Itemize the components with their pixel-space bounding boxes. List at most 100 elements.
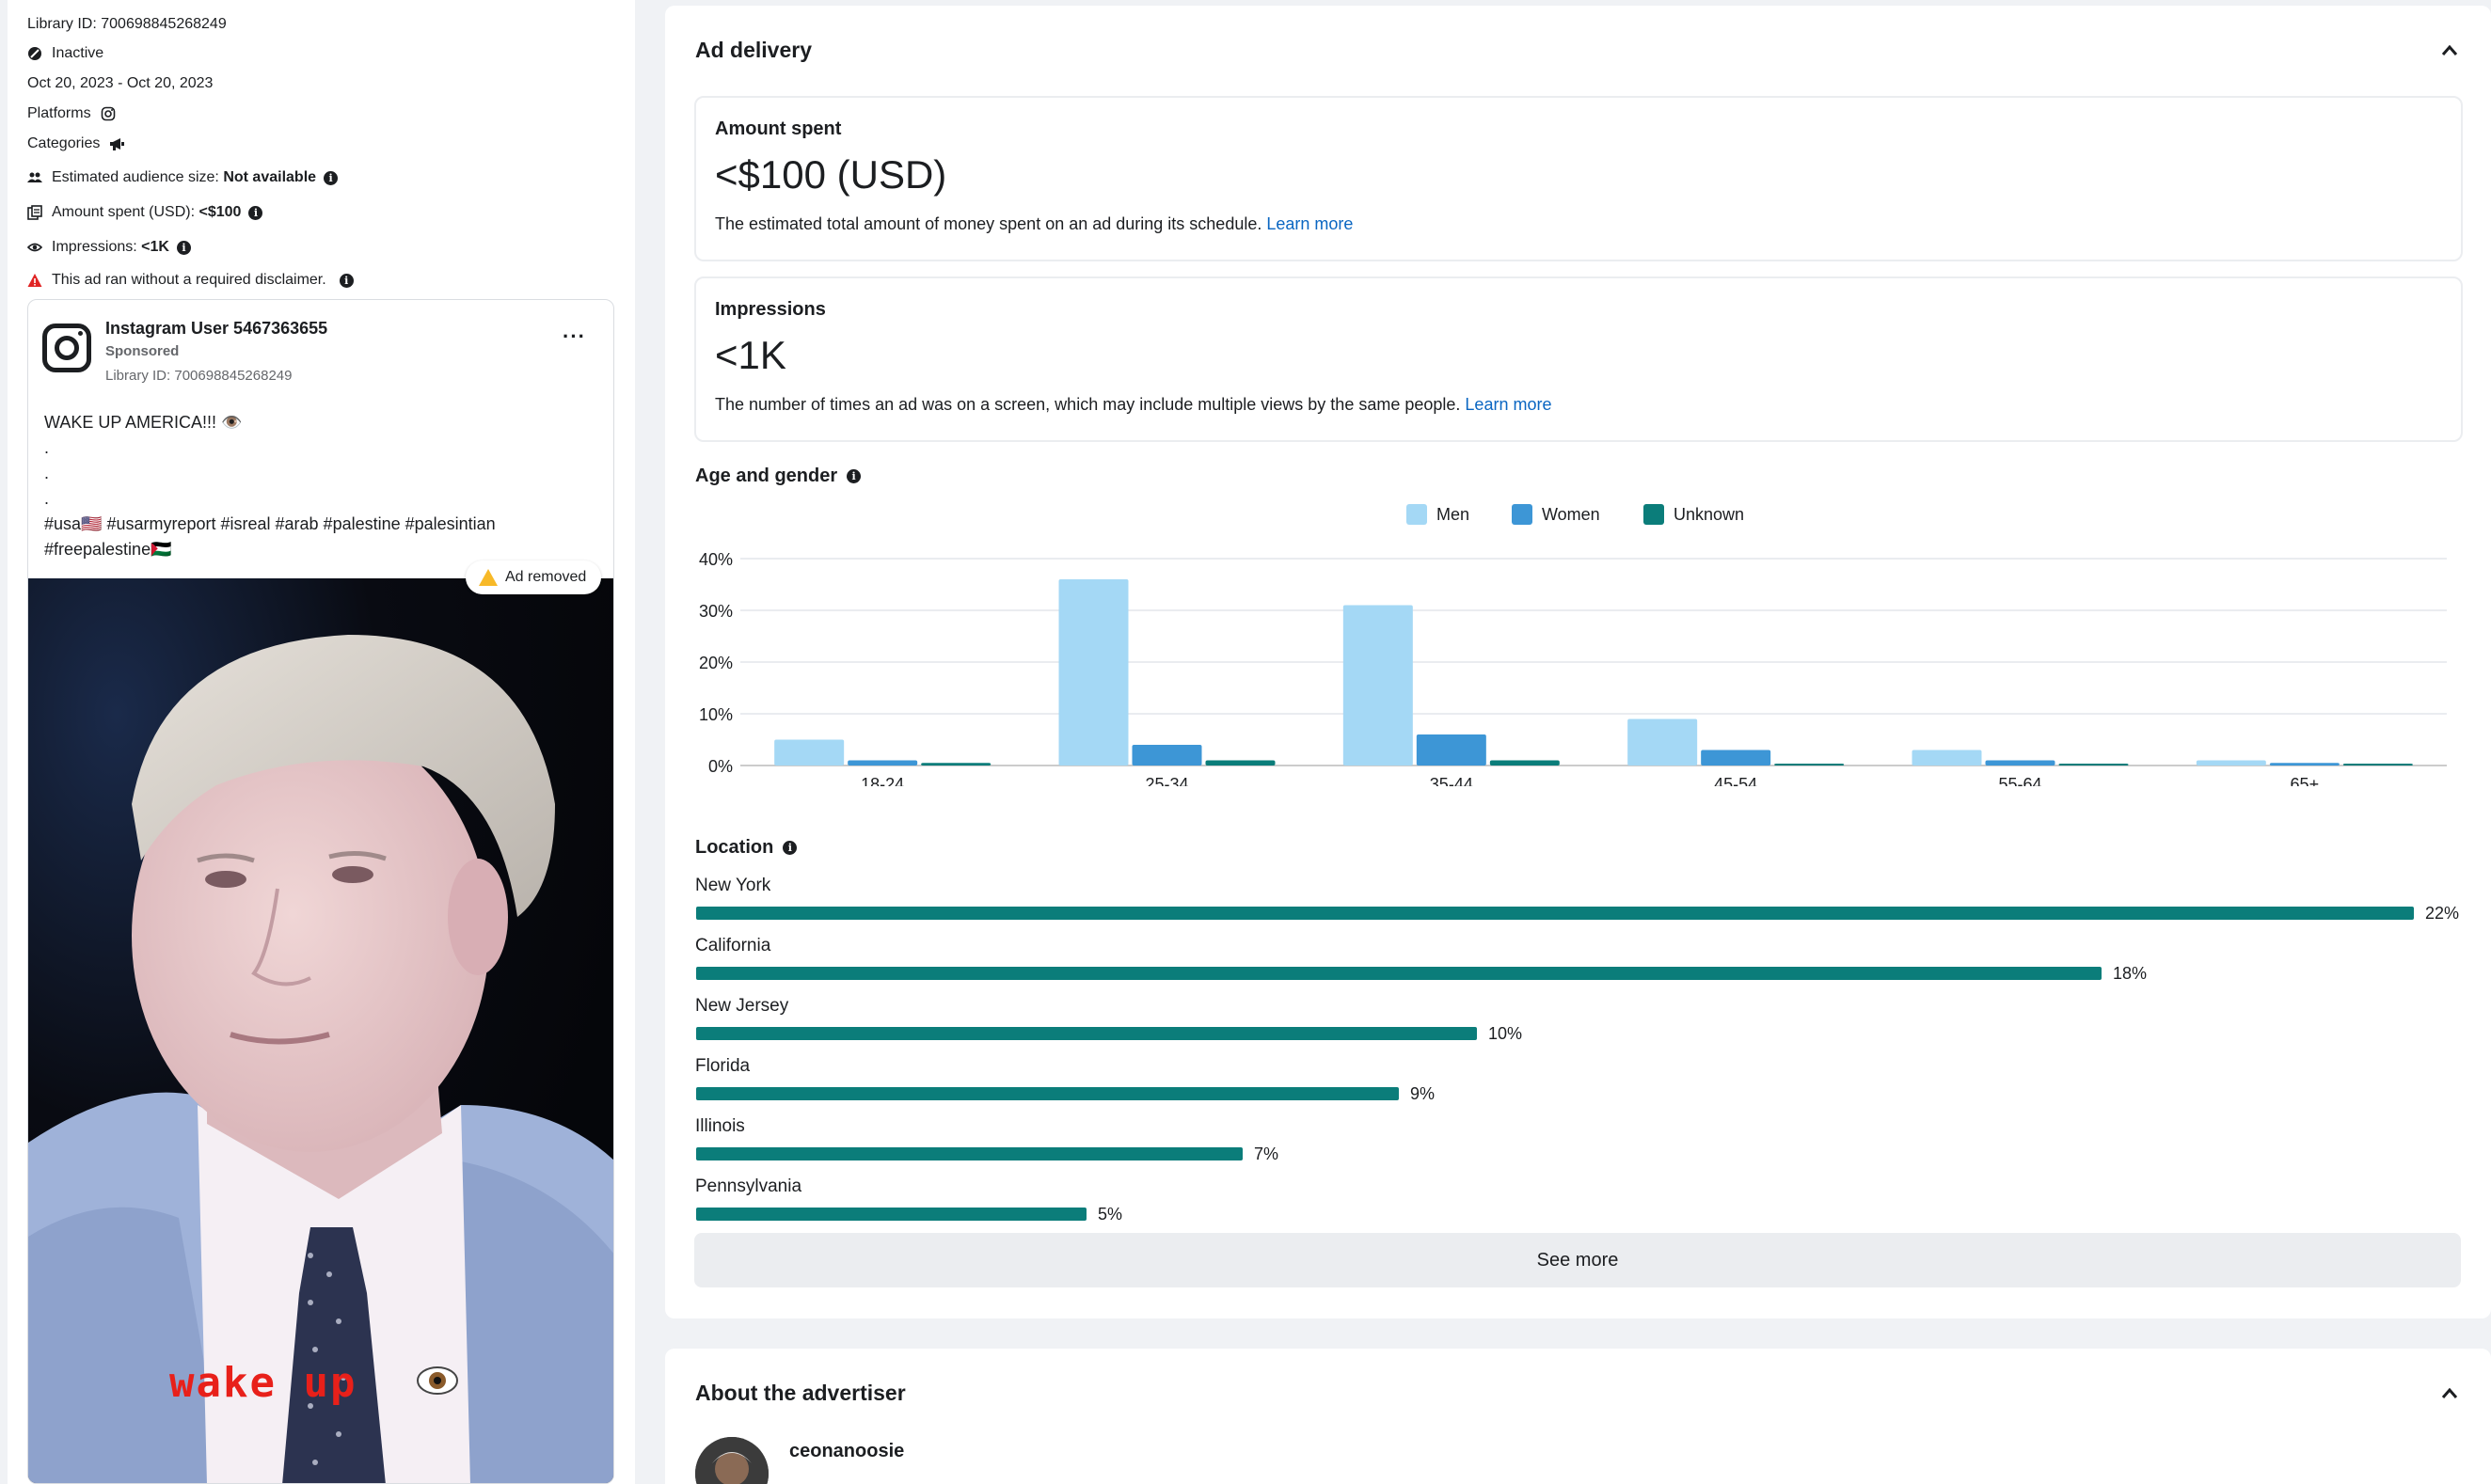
- bar-men-35-44[interactable]: [1342, 605, 1413, 766]
- impressions-row: Impressions: <1K i: [26, 239, 191, 256]
- y-tick-label: 10%: [699, 705, 733, 724]
- location-heading: Location i: [695, 837, 798, 859]
- warning-icon: [479, 569, 498, 586]
- amount-value: <$100: [198, 204, 242, 220]
- info-icon[interactable]: i: [324, 170, 339, 185]
- legend-women[interactable]: Women: [1512, 504, 1600, 525]
- legend-label: Women: [1542, 504, 1600, 524]
- eye-emoji-icon: [416, 1366, 459, 1396]
- bar-unknown-45-54[interactable]: [1774, 764, 1845, 766]
- amount-row: Amount spent (USD): <$100 i: [27, 204, 263, 221]
- location-title: Location: [695, 837, 774, 858]
- status-row: Inactive: [27, 45, 103, 62]
- legend-swatch: [1406, 504, 1427, 525]
- location-bar: [696, 1208, 1087, 1221]
- bar-women-65+[interactable]: [2269, 763, 2340, 766]
- legend-label: Men: [1436, 504, 1470, 524]
- bar-women-18-24[interactable]: [848, 760, 918, 766]
- bar-men-45-54[interactable]: [1627, 718, 1698, 766]
- bar-women-45-54[interactable]: [1701, 750, 1771, 766]
- chevron-up-icon[interactable]: [2440, 1384, 2459, 1403]
- disclaimer-text: This ad ran without a required disclaime…: [52, 272, 326, 288]
- advertiser-name[interactable]: ceonanoosie: [789, 1441, 905, 1461]
- info-icon[interactable]: i: [847, 469, 862, 483]
- see-more-button[interactable]: See more: [694, 1233, 2461, 1287]
- disclaimer-row: This ad ran without a required disclaime…: [27, 272, 354, 289]
- x-tick-label: 35-44: [1430, 775, 1473, 786]
- age-gender-heading: Age and gender i: [695, 466, 862, 487]
- info-icon[interactable]: i: [339, 273, 354, 288]
- ad-removed-label: Ad removed: [505, 569, 587, 585]
- location-percent: 22%: [2425, 904, 2460, 923]
- categories-label: Categories: [27, 135, 101, 151]
- impressions-desc: The number of times an ad was on a scree…: [715, 395, 1551, 415]
- location-name: New Jersey: [695, 996, 789, 1016]
- bar-men-65+[interactable]: [2196, 760, 2266, 766]
- eye-icon: [26, 240, 43, 255]
- bar-men-55-64[interactable]: [1912, 750, 1982, 766]
- impressions-title: Impressions: [715, 299, 826, 320]
- bar-men-25-34[interactable]: [1058, 579, 1129, 766]
- account-name[interactable]: Instagram User 5467363655: [105, 319, 328, 338]
- more-options-icon[interactable]: ···: [563, 324, 586, 348]
- bar-unknown-65+[interactable]: [2342, 764, 2413, 766]
- platforms-row: Platforms: [27, 105, 116, 122]
- location-name: Pennsylvania: [695, 1176, 802, 1196]
- bar-unknown-35-44[interactable]: [1489, 760, 1560, 766]
- y-tick-label: 40%: [699, 550, 733, 569]
- instagram-icon: [101, 106, 116, 121]
- location-bar: [696, 1027, 1477, 1040]
- learn-more-link[interactable]: Learn more: [1465, 395, 1552, 414]
- impressions-value: <1K: [141, 239, 169, 255]
- bar-women-35-44[interactable]: [1416, 734, 1486, 766]
- location-percent: 7%: [1254, 1145, 1279, 1163]
- bar-women-55-64[interactable]: [1985, 760, 2055, 766]
- ad-summary-panel: Library ID: 700698845268249 Inactive Oct…: [8, 0, 635, 1484]
- y-tick-label: 0%: [708, 757, 733, 776]
- info-icon[interactable]: i: [176, 240, 191, 255]
- bar-unknown-55-64[interactable]: [2058, 764, 2129, 766]
- x-tick-label: 45-54: [1714, 775, 1757, 786]
- legend-men[interactable]: Men: [1406, 504, 1469, 525]
- people-icon: [27, 170, 42, 185]
- bar-women-25-34[interactable]: [1132, 745, 1202, 766]
- ad-hashtags: #freepalestine🇵🇸: [44, 540, 172, 559]
- x-tick-label: 65+: [2291, 775, 2320, 786]
- ad-video-thumbnail[interactable]: [28, 578, 613, 1483]
- instagram-logo-icon: [42, 324, 91, 372]
- ad-text-dot: .: [44, 464, 50, 482]
- x-tick-label: 25-34: [1145, 775, 1188, 786]
- info-icon[interactable]: i: [783, 841, 798, 855]
- megaphone-icon: [109, 136, 126, 151]
- x-tick-label: 55-64: [1998, 775, 2041, 786]
- advertiser-avatar[interactable]: [695, 1437, 769, 1484]
- bar-unknown-18-24[interactable]: [921, 763, 992, 766]
- ad-library-id: Library ID: 700698845268249: [105, 368, 293, 384]
- inactive-icon: [27, 46, 42, 61]
- location-name: California: [695, 936, 771, 955]
- info-icon[interactable]: i: [248, 205, 263, 220]
- library-id: Library ID: 700698845268249: [27, 16, 227, 32]
- bar-men-18-24[interactable]: [774, 739, 845, 766]
- location-name: Illinois: [695, 1116, 745, 1136]
- location-percent: 9%: [1410, 1084, 1436, 1103]
- location-bar: [696, 1147, 1243, 1160]
- learn-more-link[interactable]: Learn more: [1266, 214, 1354, 233]
- about-advertiser-title: About the advertiser: [695, 1381, 906, 1405]
- amount-spent-card: Amount spent <$100 (USD) The estimated t…: [694, 96, 2463, 261]
- video-caption: wake up: [169, 1359, 357, 1407]
- age-gender-title: Age and gender: [695, 466, 838, 486]
- amount-desc-text: The estimated total amount of money spen…: [715, 214, 1262, 233]
- chevron-up-icon[interactable]: [2440, 41, 2459, 60]
- ad-preview-card: Instagram User 5467363655 Sponsored Libr…: [27, 299, 614, 1484]
- amount-label: Amount spent (USD):: [52, 204, 196, 220]
- amount-spent-title: Amount spent: [715, 118, 842, 139]
- audience-value: Not available: [223, 169, 317, 185]
- amount-spent-desc: The estimated total amount of money spen…: [715, 214, 1353, 234]
- location-percent: 18%: [2113, 964, 2148, 983]
- legend-unknown[interactable]: Unknown: [1643, 504, 1744, 525]
- ad-text-dot: .: [44, 438, 50, 457]
- y-tick-label: 30%: [699, 602, 733, 621]
- bar-unknown-25-34[interactable]: [1205, 760, 1276, 766]
- location-percent: 5%: [1098, 1205, 1123, 1224]
